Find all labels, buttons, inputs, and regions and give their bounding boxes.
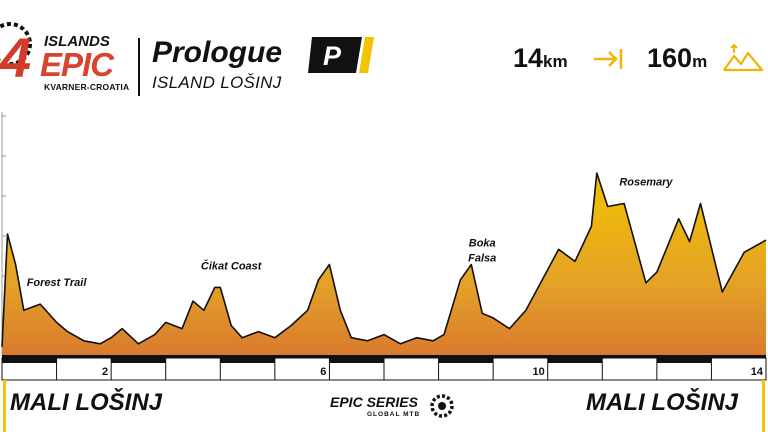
annotation-label: Čikat Coast — [201, 259, 263, 272]
distance-arrow-icon — [594, 49, 623, 69]
epic-series-logo: EPIC SERIES GLOBAL MTB — [330, 387, 460, 427]
stage-title: Prologue — [152, 36, 283, 69]
profile-annotations: Forest Trail Čikat Coast Boka Falsa Rosemary — [27, 177, 674, 290]
logo-epic: EPIC — [40, 46, 114, 83]
stage-badge-letter: P — [323, 41, 342, 71]
elevation-stat: 160m — [647, 42, 707, 78]
mountains-icon — [723, 44, 764, 72]
stage-subtitle: ISLAND LOŠINJ — [152, 73, 282, 92]
axis-km-segment — [2, 358, 57, 363]
baseline — [2, 355, 766, 358]
axis-tick-label: 2 — [102, 366, 108, 378]
annotation-label: Rosemary — [619, 177, 673, 189]
logo-number: 4 — [0, 26, 31, 89]
gear-logo-icon — [0, 22, 32, 66]
logo-islands: ISLANDS — [44, 33, 110, 50]
annotation-label: Forest Trail — [27, 277, 88, 289]
axis-tick-label: 10 — [532, 366, 544, 378]
elevation-value: 160 — [647, 43, 693, 73]
elevation-unit: m — [692, 52, 708, 71]
axis-km-segment — [547, 358, 603, 363]
profile-line — [1, 172, 767, 347]
start-location: MALI LOŠINJ — [10, 389, 163, 416]
gear-icon — [430, 394, 454, 418]
distance-stat: 14km — [513, 42, 568, 78]
finish-location: MALI LOŠINJ — [586, 389, 739, 416]
header-divider — [138, 38, 140, 96]
annotation-label: Falsa — [468, 253, 496, 265]
axis-km-segment — [438, 358, 494, 363]
axis-km-segment — [329, 358, 384, 363]
finish-rail — [762, 380, 765, 432]
start-rail — [3, 380, 6, 432]
axis-km-segment — [220, 358, 275, 363]
axis-km-segment — [111, 358, 166, 363]
axis-tick-label: 14 — [751, 366, 764, 378]
series-subtitle: GLOBAL MTB — [367, 411, 421, 418]
stage-badge: P — [308, 37, 374, 73]
axis-km-segment — [656, 358, 712, 363]
axis-tick-label: 6 — [320, 366, 326, 378]
distance-axis: 2 6 10 14 — [1, 355, 767, 381]
profile-area — [2, 173, 766, 356]
annotation-label: Boka — [469, 238, 496, 250]
logo-subtitle: KVARNER-CROATIA — [44, 82, 130, 92]
distance-value: 14 — [513, 43, 544, 73]
distance-unit: km — [543, 52, 568, 71]
event-logo: 4 ISLANDS EPIC KVARNER-CROATIA — [0, 22, 140, 102]
series-title: EPIC SERIES — [330, 394, 418, 410]
